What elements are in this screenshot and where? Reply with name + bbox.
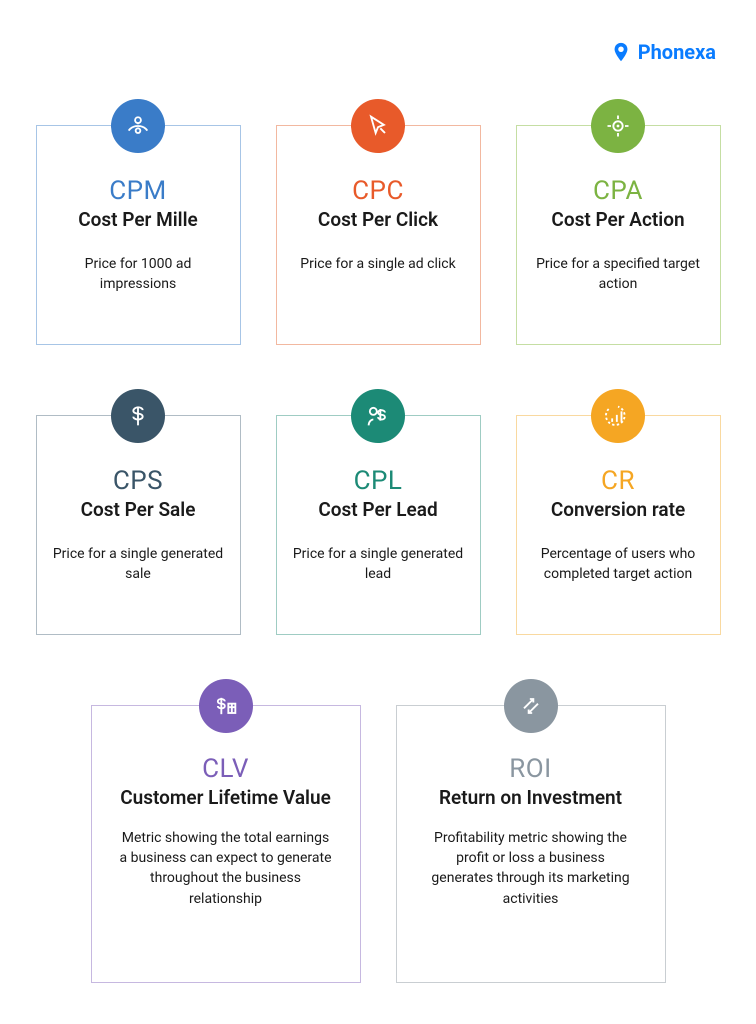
row-2: CPSCost Per Sale Price for a single gener… [30, 415, 726, 635]
metric-desc: Price for 1000 ad impressions [53, 254, 224, 295]
metric-title: Cost Per Lead [318, 498, 437, 522]
lead-icon [351, 389, 405, 443]
eye-icon [111, 99, 165, 153]
metric-card-cr: CRConversion rate Percentage of users who… [516, 415, 721, 635]
metric-card-clv: CLVCustomer Lifetime Value Metric showing… [91, 705, 361, 983]
cursor-icon [351, 99, 405, 153]
metric-title: Cost Per Mille [78, 208, 198, 232]
row-1: CPMCost Per Mille Price for 1000 ad impre… [30, 125, 726, 345]
brand-name: Phonexa [638, 40, 716, 64]
target-icon [591, 99, 645, 153]
metric-abbrev: CPM [109, 176, 167, 206]
metric-desc: Profitability metric showing the profit … [419, 828, 643, 909]
metric-card-cpm: CPMCost Per Mille Price for 1000 ad impre… [36, 125, 241, 345]
metric-card-roi: ROIReturn on Investment Profitability met… [396, 705, 666, 983]
metric-abbrev: CPL [354, 466, 403, 496]
metric-title: Return on Investment [439, 786, 622, 810]
brand-logo: Phonexa [610, 40, 716, 64]
metric-title: Cost Per Action [551, 208, 684, 232]
chart-icon [591, 389, 645, 443]
logo-pin-icon [610, 41, 632, 63]
row-3: CLVCustomer Lifetime Value Metric showing… [30, 705, 726, 983]
metric-desc: Price for a single ad click [300, 254, 455, 274]
metric-card-cpc: CPCCost Per Click Price for a single ad c… [276, 125, 481, 345]
metric-desc: Percentage of users who completed target… [533, 544, 704, 585]
metric-desc: Metric showing the total earnings a busi… [114, 828, 338, 909]
metric-title: Cost Per Click [318, 208, 438, 232]
metric-abbrev: CPS [113, 466, 163, 496]
metric-card-cpa: CPACost Per Action Price for a specified … [516, 125, 721, 345]
dollar-icon [111, 389, 165, 443]
metric-card-cps: CPSCost Per Sale Price for a single gener… [36, 415, 241, 635]
metric-abbrev: ROI [509, 754, 551, 784]
metric-desc: Price for a single generated lead [293, 544, 464, 585]
metric-title: Customer Lifetime Value [120, 786, 331, 810]
metric-abbrev: CR [601, 466, 635, 496]
roi-icon [504, 679, 558, 733]
metric-abbrev: CPC [352, 176, 404, 206]
metric-title: Conversion rate [551, 498, 685, 522]
metric-abbrev: CLV [202, 754, 249, 784]
metric-desc: Price for a specified target action [533, 254, 704, 295]
metric-card-cpl: CPLCost Per Lead Price for a single gener… [276, 415, 481, 635]
metric-title: Cost Per Sale [81, 498, 196, 522]
ltv-icon [199, 679, 253, 733]
metric-abbrev: CPA [593, 176, 643, 206]
metric-desc: Price for a single generated sale [53, 544, 224, 585]
cards-grid: CPMCost Per Mille Price for 1000 ad impre… [30, 125, 726, 983]
